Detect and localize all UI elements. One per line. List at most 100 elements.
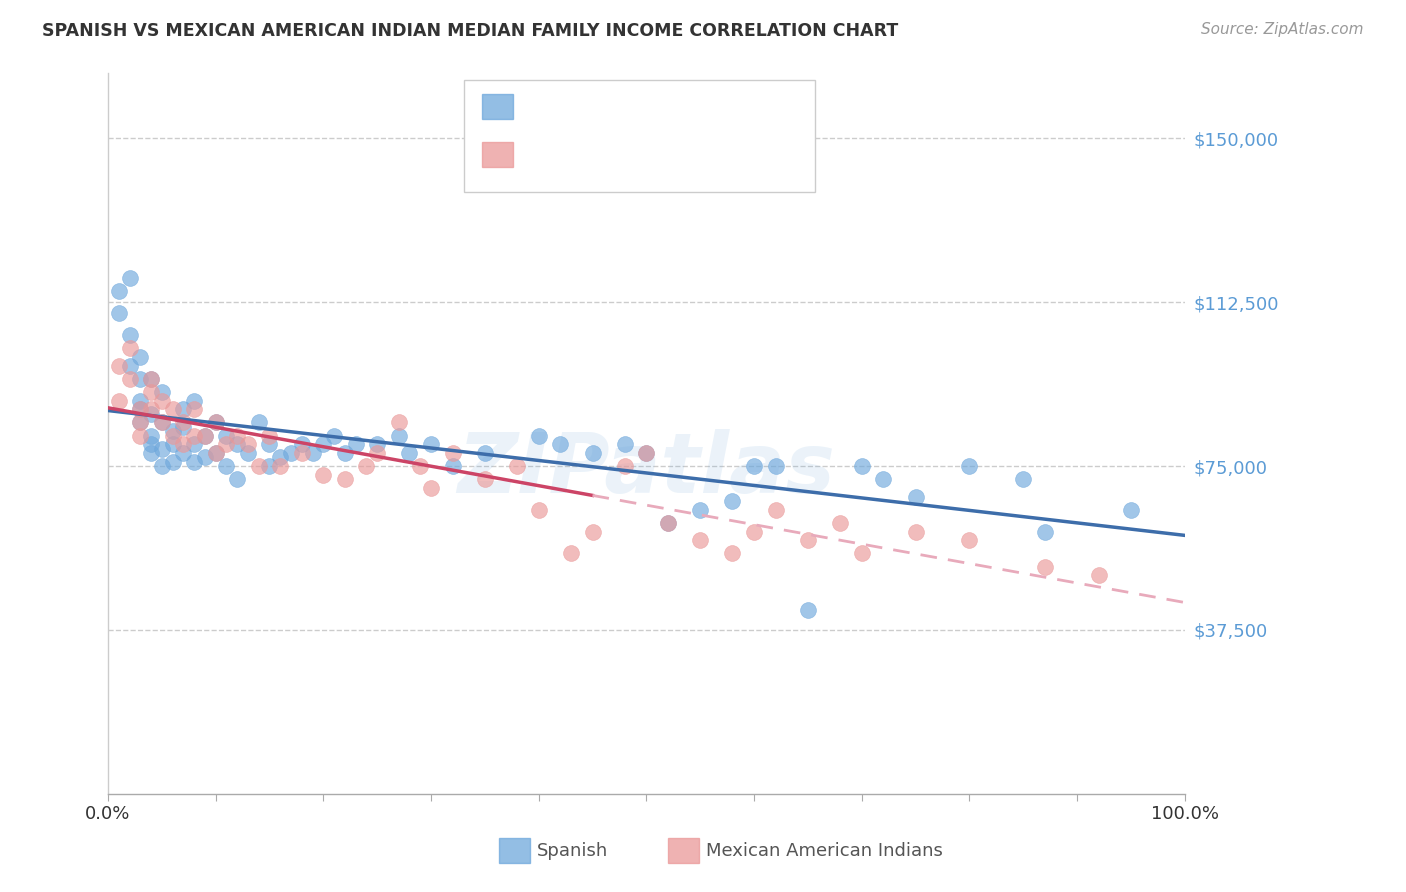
Point xyxy=(527,428,550,442)
Point xyxy=(312,437,335,451)
Text: ZIPatlas: ZIPatlas xyxy=(457,429,835,510)
Point xyxy=(172,419,194,434)
Point xyxy=(162,424,184,438)
Point xyxy=(129,402,152,417)
Point xyxy=(118,359,141,373)
Point xyxy=(765,459,787,474)
Point xyxy=(721,546,744,560)
Point xyxy=(204,416,226,430)
Point xyxy=(548,437,571,451)
Point xyxy=(172,446,194,460)
Point xyxy=(150,416,173,430)
Point xyxy=(636,446,658,460)
Point xyxy=(957,533,980,548)
Point xyxy=(172,437,194,451)
Point xyxy=(139,402,162,417)
Point xyxy=(236,437,259,451)
Point xyxy=(388,428,411,442)
Point xyxy=(581,446,603,460)
Point xyxy=(236,446,259,460)
Point xyxy=(226,437,249,451)
Point xyxy=(366,437,388,451)
Point xyxy=(797,603,820,617)
Point xyxy=(312,467,335,482)
Point xyxy=(107,393,129,408)
Point xyxy=(872,472,894,486)
Point xyxy=(215,428,238,442)
Point xyxy=(118,372,141,386)
Point xyxy=(323,428,346,442)
Point xyxy=(129,416,152,430)
Point xyxy=(194,450,217,465)
Point xyxy=(560,546,582,560)
Text: SPANISH VS MEXICAN AMERICAN INDIAN MEDIAN FAMILY INCOME CORRELATION CHART: SPANISH VS MEXICAN AMERICAN INDIAN MEDIA… xyxy=(42,22,898,40)
Point xyxy=(420,437,443,451)
Point xyxy=(204,446,226,460)
Point xyxy=(162,437,184,451)
Point xyxy=(129,350,152,364)
Point xyxy=(118,271,141,285)
Point xyxy=(162,402,184,417)
Point xyxy=(150,416,173,430)
Point xyxy=(409,459,432,474)
Point xyxy=(851,546,873,560)
Point xyxy=(183,428,205,442)
Point xyxy=(1012,472,1035,486)
Point xyxy=(280,446,302,460)
Point xyxy=(139,446,162,460)
Point xyxy=(129,402,152,417)
Point xyxy=(215,437,238,451)
Point xyxy=(441,459,464,474)
Point xyxy=(269,459,291,474)
Point xyxy=(215,459,238,474)
Point xyxy=(139,372,162,386)
Point xyxy=(183,393,205,408)
Point xyxy=(581,524,603,539)
Point xyxy=(162,428,184,442)
Point xyxy=(129,393,152,408)
Point xyxy=(1033,524,1056,539)
Point xyxy=(344,437,367,451)
Point xyxy=(204,416,226,430)
Text: R =  0.078   N = 55: R = 0.078 N = 55 xyxy=(522,144,697,161)
Point xyxy=(183,402,205,417)
Point xyxy=(204,446,226,460)
Point xyxy=(613,459,636,474)
Point xyxy=(194,428,217,442)
Point xyxy=(139,384,162,399)
Point xyxy=(226,472,249,486)
Point xyxy=(259,428,281,442)
Point xyxy=(107,285,129,299)
Point xyxy=(398,446,420,460)
Point xyxy=(139,407,162,421)
Point xyxy=(851,459,873,474)
Point xyxy=(388,416,411,430)
Point xyxy=(904,524,927,539)
Point xyxy=(613,437,636,451)
Point xyxy=(150,459,173,474)
Point xyxy=(150,384,173,399)
Point xyxy=(689,502,711,516)
Point xyxy=(657,516,679,530)
Point xyxy=(129,416,152,430)
Point xyxy=(721,494,744,508)
Text: Source: ZipAtlas.com: Source: ZipAtlas.com xyxy=(1201,22,1364,37)
Point xyxy=(172,416,194,430)
Text: Spanish: Spanish xyxy=(537,842,609,860)
Point xyxy=(194,428,217,442)
Point xyxy=(259,437,281,451)
Point xyxy=(247,459,270,474)
Point xyxy=(162,455,184,469)
Point xyxy=(226,428,249,442)
Point xyxy=(441,446,464,460)
Point xyxy=(904,490,927,504)
Point xyxy=(1119,502,1142,516)
Point xyxy=(366,446,388,460)
Point xyxy=(247,416,270,430)
Point xyxy=(150,393,173,408)
Point xyxy=(183,437,205,451)
Point xyxy=(139,428,162,442)
Point xyxy=(333,446,356,460)
Text: R = -0.356   N = 72: R = -0.356 N = 72 xyxy=(522,95,699,113)
Point xyxy=(333,472,356,486)
